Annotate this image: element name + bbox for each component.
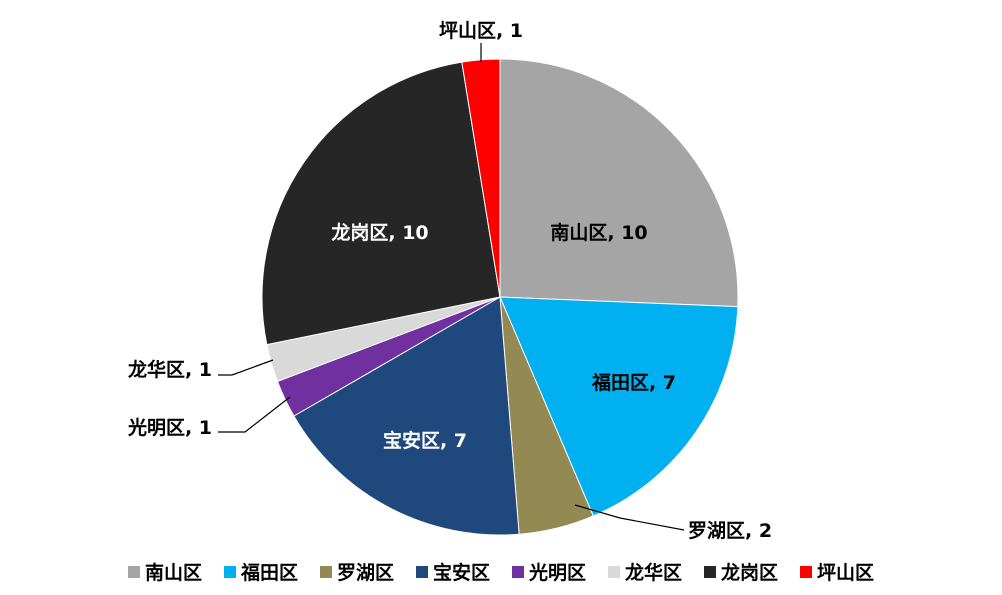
pie-slice-6: [261, 61, 501, 346]
legend-item: 坪山区: [800, 558, 874, 585]
legend-label: 宝安区: [432, 562, 490, 584]
leader-line-2: [574, 504, 685, 531]
legend-label: 坪山区: [817, 562, 875, 584]
data-label-2: 罗湖区, 2: [688, 520, 772, 542]
pie-slice-3: [293, 296, 520, 536]
data-label-6: 龙岗区, 10: [331, 221, 428, 244]
legend-item: 南山区: [127, 558, 202, 585]
leader-line-4: [218, 396, 291, 433]
legend-swatch: [319, 565, 332, 578]
leader-line-5: [218, 359, 274, 376]
legend-swatch: [127, 565, 140, 578]
data-label-7: 坪山区, 1: [439, 20, 523, 42]
data-label-1: 福田区, 7: [591, 371, 676, 394]
legend-swatch: [512, 565, 524, 578]
data-label-5: 龙华区, 1: [128, 358, 212, 381]
data-label-3: 宝安区, 7: [383, 429, 467, 452]
legend-label: 福田区: [240, 562, 298, 584]
legend-swatch: [223, 565, 236, 578]
data-label-0: 南山区, 10: [550, 222, 647, 244]
legend-label: 光明区: [529, 562, 587, 584]
legend-item: 龙华区: [608, 558, 682, 585]
pie-slice-1: [499, 296, 739, 517]
pie-slice-0: [499, 58, 739, 308]
legend-item: 光明区: [512, 558, 586, 585]
data-label-4: 光明区, 1: [127, 416, 212, 439]
legend-item: 罗湖区: [319, 558, 394, 585]
legend-label: 南山区: [144, 562, 202, 584]
legend-swatch: [415, 565, 428, 578]
legend-item: 龙岗区: [704, 558, 778, 585]
legend-label: 龙华区: [625, 562, 683, 584]
legend-swatch: [608, 565, 621, 578]
legend-item: 宝安区: [415, 558, 490, 585]
legend-swatch: [800, 565, 813, 578]
legend-item: 福田区: [223, 558, 298, 585]
legend: 南山区 福田区 罗湖区 宝安区 光明区 龙华区 龙岗区 坪山区: [0, 558, 1002, 585]
legend-label: 龙岗区: [721, 562, 779, 584]
legend-label: 罗湖区: [336, 562, 394, 584]
legend-swatch: [704, 565, 717, 578]
